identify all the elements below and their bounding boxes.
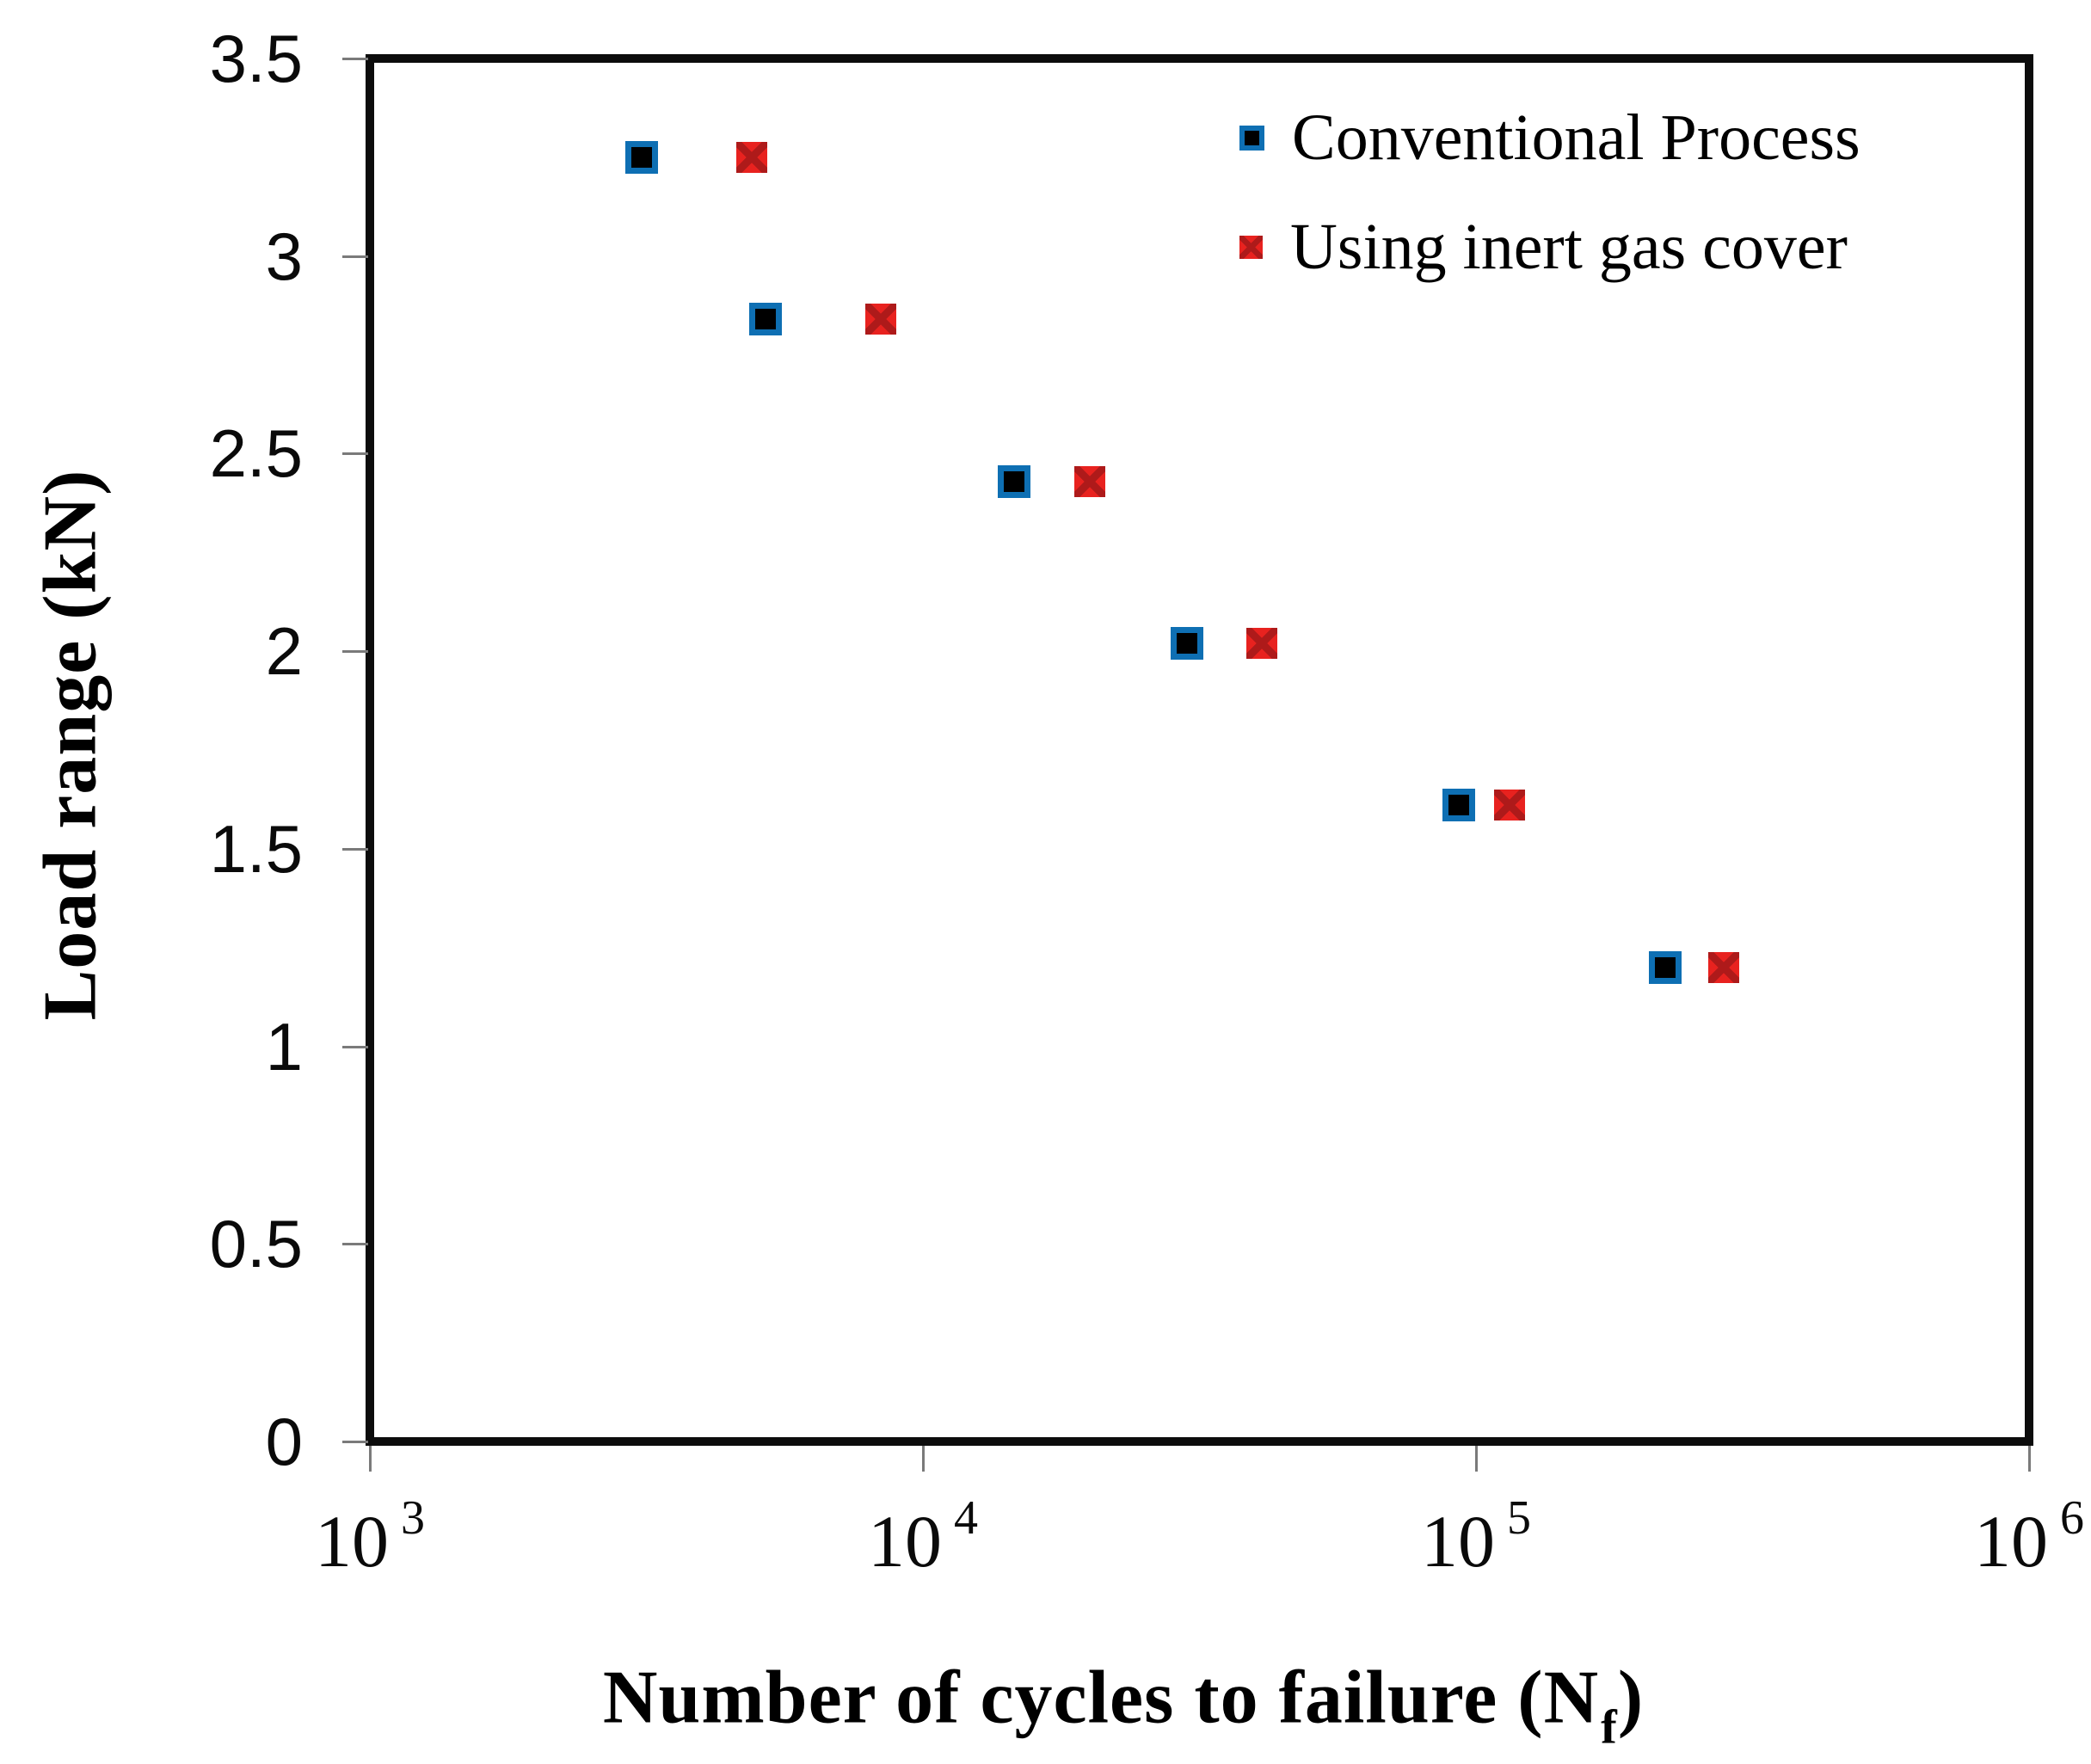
y-tick-label: 1.5: [209, 811, 303, 887]
data-point-inert-gas: [865, 304, 896, 335]
x-tick-label: 10 6: [1974, 1491, 2084, 1594]
x-tick-label: 10 5: [1421, 1491, 1531, 1594]
y-axis-tick: [342, 1046, 368, 1048]
y-tick-label: 2: [265, 613, 303, 689]
legend-label: Conventional Process: [1292, 101, 1860, 174]
y-tick-label: 3.5: [209, 21, 303, 96]
legend-label: Using inert gas cover: [1290, 211, 1848, 283]
x-axis-tick: [1475, 1446, 1478, 1472]
y-tick-label: 2.5: [209, 415, 303, 491]
y-axis-tick: [342, 650, 368, 653]
x-tick-mantissa: 10: [315, 1500, 389, 1583]
data-point-inert-gas: [736, 142, 767, 173]
y-axis-title: Load range (kN): [28, 470, 114, 1021]
y-axis-tick: [342, 58, 368, 60]
x-axis-title-subscript: f: [1601, 1700, 1618, 1755]
legend-row: Using inert gas cover: [1239, 211, 1848, 283]
x-tick-exponent: 3: [401, 1491, 425, 1545]
y-axis-tick: [342, 1441, 368, 1443]
data-point-conventional: [749, 303, 782, 335]
plot-area-frame: [366, 54, 2033, 1446]
x-axis-tick: [369, 1446, 372, 1472]
data-point-inert-gas: [1246, 628, 1277, 659]
y-tick-label: 3: [265, 218, 303, 294]
x-axis-tick: [2028, 1446, 2031, 1472]
data-point-conventional: [998, 465, 1030, 498]
x-tick-label: 10 4: [868, 1491, 978, 1594]
data-point-inert-gas: [1494, 790, 1525, 821]
x-tick-label: 10 3: [315, 1491, 425, 1594]
x-tick-mantissa: 10: [1421, 1500, 1495, 1583]
x-axis-tick: [922, 1446, 925, 1472]
legend-marker-inert-gas: [1239, 235, 1263, 259]
x-axis-title-text: Number of cycles to failure (N: [602, 1656, 1600, 1740]
y-tick-label: 0: [265, 1404, 303, 1479]
x-axis-title-close: ): [1617, 1656, 1645, 1740]
y-axis-tick: [342, 1243, 368, 1245]
y-tick-label: 1: [265, 1009, 303, 1085]
x-axis-title: Number of cycles to failure (Nf): [602, 1655, 1645, 1755]
data-point-inert-gas: [1074, 466, 1105, 497]
data-point-conventional: [625, 141, 658, 174]
x-tick-mantissa: 10: [868, 1500, 942, 1583]
y-axis-tick: [342, 452, 368, 455]
x-tick-exponent: 6: [2060, 1491, 2084, 1545]
y-axis-tick: [342, 255, 368, 258]
data-point-conventional: [1171, 627, 1203, 660]
x-tick-mantissa: 10: [1974, 1500, 2048, 1583]
y-axis-title-text: Load range (kN): [28, 469, 113, 1021]
data-point-inert-gas: [1708, 952, 1739, 983]
data-point-conventional: [1442, 789, 1475, 821]
legend-row: Conventional Process: [1239, 101, 1860, 174]
y-tick-label: 0.5: [209, 1206, 303, 1282]
data-point-conventional: [1649, 951, 1682, 984]
x-tick-exponent: 5: [1507, 1491, 1531, 1545]
legend-marker-conventional: [1239, 125, 1264, 151]
x-tick-exponent: 4: [954, 1491, 978, 1545]
y-axis-tick: [342, 848, 368, 851]
